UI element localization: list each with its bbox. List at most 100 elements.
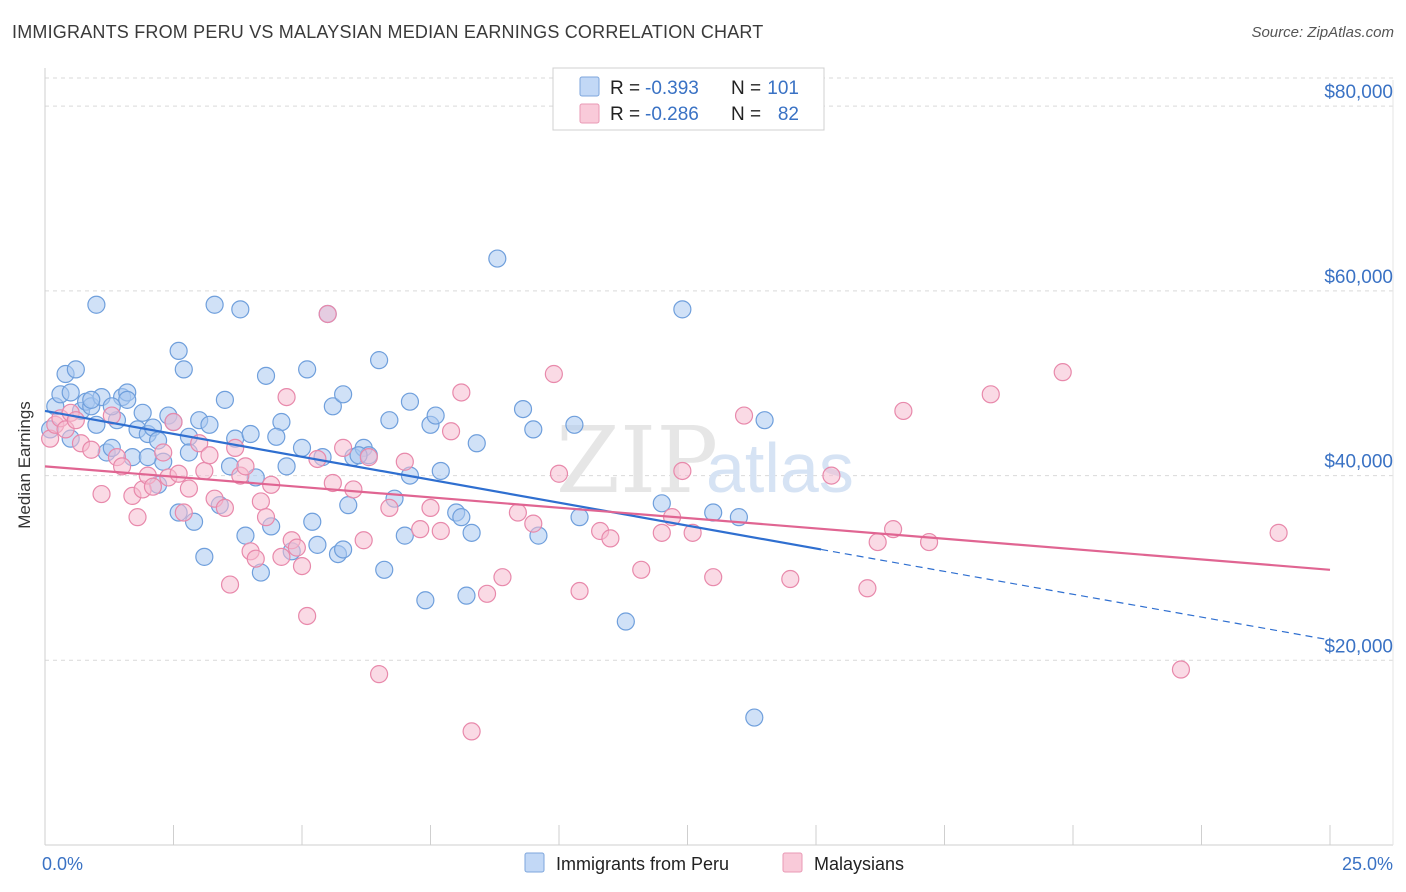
y-axis-label: Median Earnings: [15, 401, 34, 529]
malaysians-point: [704, 568, 723, 587]
malaysians-point: [632, 560, 651, 579]
malaysians-point: [441, 422, 461, 441]
malaysians-point: [858, 579, 877, 598]
bottom-legend-swatch-peru: [524, 852, 545, 873]
malaysians-point: [334, 438, 353, 457]
peru-point: [452, 508, 471, 527]
chart-title: IMMIGRANTS FROM PERU VS MALAYSIAN MEDIAN…: [12, 22, 764, 42]
y-tick-label: $80,000: [1324, 82, 1393, 103]
peru-point: [395, 526, 414, 545]
malaysians-point: [477, 584, 497, 603]
peru-point: [195, 547, 214, 566]
peru-point: [488, 249, 507, 268]
malaysians-point: [544, 364, 563, 384]
malaysians-point: [143, 477, 163, 496]
axes: [44, 68, 1394, 846]
malaysians-point: [195, 461, 214, 481]
peru-point: [416, 591, 435, 610]
malaysians-point: [256, 508, 276, 527]
peru-point: [673, 300, 692, 319]
peru-point: [565, 415, 584, 434]
peru-point: [292, 438, 312, 457]
y-tick-labels: $20,000 $40,000 $60,000 $80,000: [1324, 82, 1393, 657]
peru-point: [200, 415, 219, 434]
x-tick-label-max: 25.0%: [1342, 854, 1393, 874]
malaysians-point: [128, 508, 147, 527]
malaysians-point: [200, 446, 219, 465]
source-label: Source: ZipAtlas.com: [1251, 24, 1394, 41]
peru-point: [118, 390, 137, 409]
malaysians-point: [822, 466, 841, 485]
peru-point: [236, 526, 255, 545]
legend-r-value-1: -0.393: [645, 78, 699, 99]
malaysians-point: [1171, 660, 1191, 679]
malaysians-point: [868, 532, 887, 552]
peru-point: [61, 383, 80, 402]
malaysians-point: [318, 304, 337, 324]
malaysians-point: [570, 581, 589, 601]
malaysians-point: [493, 568, 512, 587]
malaysians-point: [66, 411, 85, 430]
watermark: ZIP atlas: [556, 407, 854, 514]
series-malaysians-points: [41, 304, 1288, 741]
peru-trend-extension: [821, 548, 1331, 641]
peru-point: [323, 397, 342, 416]
peru-point: [256, 366, 276, 385]
legend-n-value-1: 101: [767, 78, 799, 99]
malaysians-point: [246, 549, 265, 568]
malaysians-point: [323, 473, 342, 493]
malaysians-point: [82, 440, 101, 459]
malaysians-point: [287, 538, 306, 557]
malaysians-point: [292, 556, 312, 576]
malaysians-point: [236, 457, 255, 476]
y-tick-label: $60,000: [1324, 267, 1393, 288]
malaysians-point: [370, 665, 389, 684]
peru-point: [431, 461, 450, 481]
legend-r-label-1: R =: [610, 78, 640, 99]
malaysians-point: [549, 464, 569, 483]
peru-point: [241, 424, 260, 444]
malaysians-point: [354, 531, 373, 550]
peru-point: [339, 496, 358, 515]
malaysians-point: [179, 479, 199, 498]
malaysians-point: [154, 443, 173, 462]
peru-point: [174, 360, 193, 379]
malaysians-point: [673, 461, 692, 481]
legend-r-label-2: R =: [610, 104, 640, 125]
legend-n-label-1: N =: [731, 78, 761, 99]
peru-point: [462, 523, 481, 542]
peru-point: [298, 360, 317, 379]
peru-point: [82, 390, 101, 409]
peru-point: [308, 535, 327, 554]
bottom-legend: Immigrants from Peru Malaysians: [524, 852, 904, 874]
peru-point: [400, 392, 420, 411]
y-tick-label: $20,000: [1324, 636, 1393, 657]
peru-point: [231, 300, 250, 319]
legend-swatch-pink: [579, 103, 600, 124]
peru-point: [755, 411, 774, 430]
peru-point: [303, 512, 322, 531]
malaysians-point: [226, 438, 245, 457]
malaysians-point: [220, 575, 240, 594]
peru-point: [138, 448, 157, 467]
malaysians-point: [215, 498, 234, 518]
peru-point: [334, 385, 353, 404]
peru-point: [380, 411, 399, 430]
malaysians-point: [272, 547, 291, 566]
malaysians-point: [102, 406, 121, 425]
malaysians-point: [251, 492, 270, 511]
malaysians-point: [277, 387, 296, 407]
malaysians-point: [452, 383, 471, 402]
y-tick-label: $40,000: [1324, 452, 1393, 473]
peru-point: [652, 494, 671, 513]
malaysians-point: [359, 448, 378, 467]
peru-point: [66, 360, 85, 379]
peru-point: [457, 586, 476, 605]
malaysians-point: [1053, 363, 1072, 382]
malaysians-point: [421, 498, 440, 518]
peru-point: [87, 295, 106, 314]
bottom-legend-peru: Immigrants from Peru: [556, 854, 729, 874]
malaysians-point: [112, 457, 132, 476]
legend-r-value-2: -0.286: [645, 104, 699, 125]
malaysians-point: [652, 523, 671, 542]
